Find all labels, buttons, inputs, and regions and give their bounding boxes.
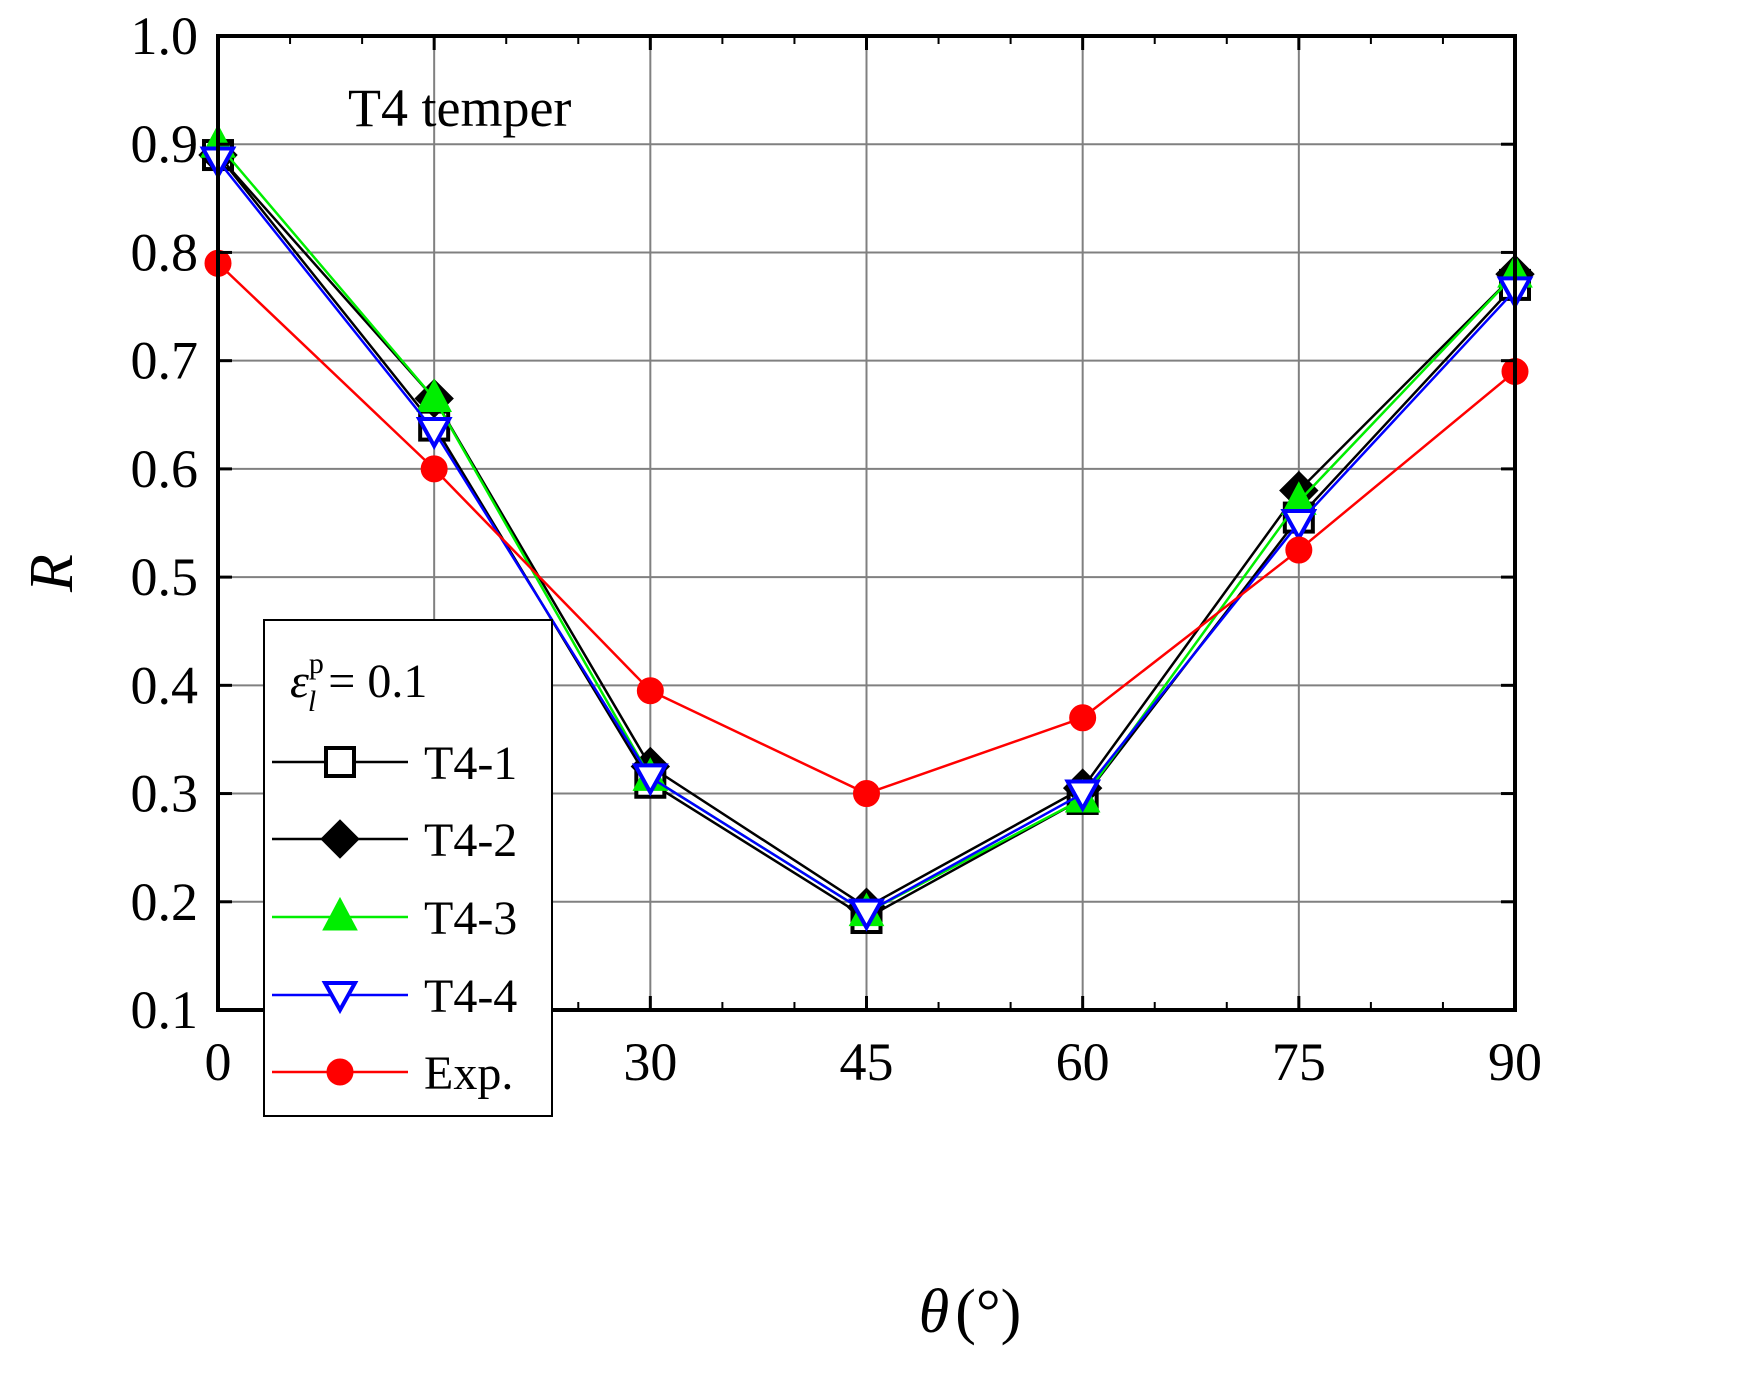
y-tick-label: 0.5 xyxy=(131,547,199,607)
y-tick-label: 0.9 xyxy=(131,114,199,174)
x-tick-label: 0 xyxy=(205,1032,232,1092)
legend-header-symbol: ε xyxy=(290,655,309,708)
legend-marker xyxy=(324,746,356,778)
legend-label: Exp. xyxy=(424,1047,513,1100)
data-point xyxy=(1285,536,1313,564)
annotation-label: T4 temper xyxy=(348,78,571,138)
legend-marker xyxy=(321,981,359,1015)
legend-header-value: = 0.1 xyxy=(316,655,427,708)
x-tick-label: 75 xyxy=(1272,1032,1326,1092)
y-tick-label: 0.7 xyxy=(131,331,199,391)
legend-header: εp l = 0.1 xyxy=(290,647,427,718)
data-point xyxy=(848,898,885,932)
y-tick-label: 0.6 xyxy=(131,439,199,499)
x-tick-label: 90 xyxy=(1488,1032,1542,1092)
legend-entry-t4-2: T4-2 xyxy=(272,814,517,867)
legend-header-superscript: p xyxy=(309,647,324,680)
x-axis-title-unit: (°) xyxy=(955,1278,1021,1346)
x-tick-label: 45 xyxy=(840,1032,894,1092)
x-tick-label: 30 xyxy=(623,1032,677,1092)
legend-marker xyxy=(326,1058,354,1086)
y-tick-label: 0.4 xyxy=(131,655,199,715)
y-axis-title: R xyxy=(18,554,86,593)
data-point xyxy=(636,677,664,705)
legend-entry-t4-3: T4-3 xyxy=(272,892,517,945)
legend-label: T4-1 xyxy=(424,737,517,790)
legend-entry-exp: Exp. xyxy=(272,1047,513,1100)
data-point xyxy=(415,417,453,451)
x-tick-label: 60 xyxy=(1056,1032,1110,1092)
legend-label: T4-2 xyxy=(424,814,517,867)
y-tick-label: 0.2 xyxy=(131,872,199,932)
x-axis-title-symbol: θ xyxy=(919,1278,949,1346)
legend-header-subscript: l xyxy=(308,685,316,718)
data-point xyxy=(1069,704,1097,732)
legend-box xyxy=(263,619,553,1117)
data-point xyxy=(631,763,669,797)
legend-entry-t4-1: T4-1 xyxy=(272,737,517,790)
labels-layer: 01530456075900.10.20.30.40.50.60.70.80.9… xyxy=(131,6,1543,1092)
y-tick-label: 0.1 xyxy=(131,980,199,1040)
y-tick-label: 0.8 xyxy=(131,222,199,282)
data-point xyxy=(1064,779,1102,813)
x-axis-title: θ(°) xyxy=(919,1278,1022,1346)
data-point xyxy=(420,455,448,483)
legend-label: T4-3 xyxy=(424,892,517,945)
legend-marker xyxy=(320,819,360,859)
data-point xyxy=(416,378,452,413)
series-layer xyxy=(198,124,1535,935)
legend: εp l = 0.1 T4-1 T4-2 T4-3 T4-4 Exp. xyxy=(263,619,553,1117)
data-point xyxy=(1280,509,1318,543)
legend-marker xyxy=(322,896,358,931)
legend-label: T4-4 xyxy=(424,970,517,1023)
y-tick-label: 1.0 xyxy=(131,6,199,66)
legend-entries: T4-1 T4-2 T4-3 T4-4 Exp. xyxy=(272,737,517,1100)
data-point xyxy=(853,780,880,808)
legend-entry-t4-4: T4-4 xyxy=(272,970,517,1023)
y-tick-label: 0.3 xyxy=(131,764,199,824)
